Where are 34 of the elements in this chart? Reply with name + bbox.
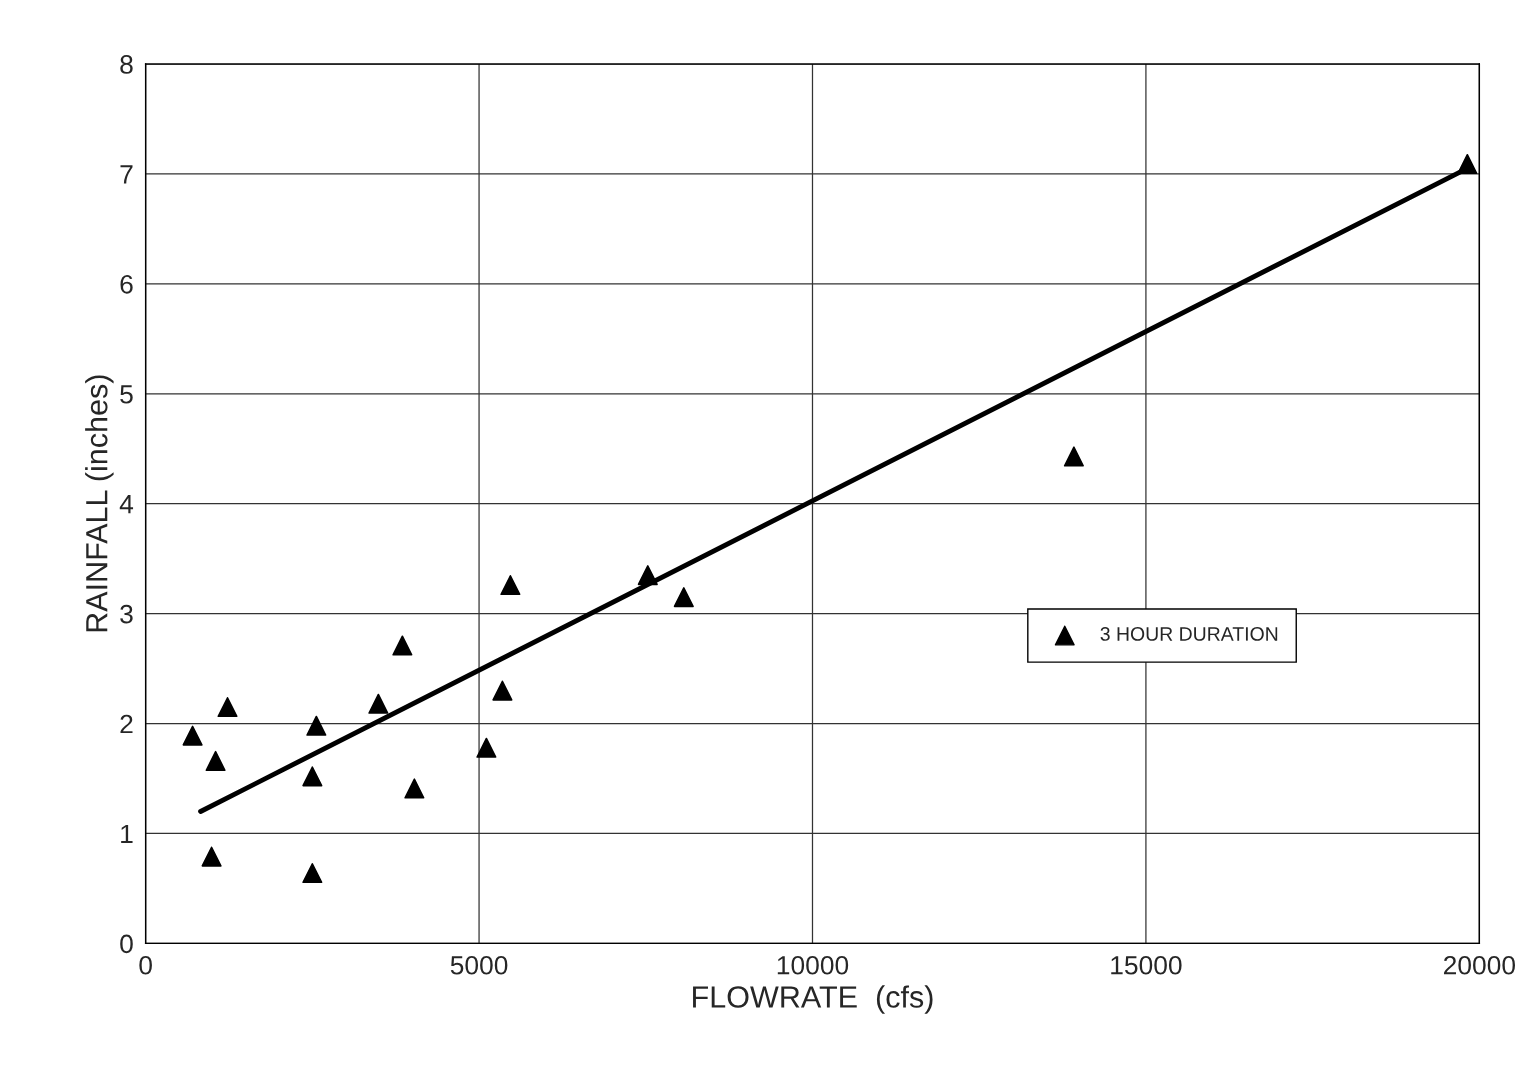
point [404,778,425,799]
point [500,574,521,596]
y-tick-label: 5 [120,385,133,404]
point [673,587,694,608]
point [201,846,222,867]
y-tick-label: 4 [119,495,134,514]
y-tick-label: 8 [120,55,133,74]
point [637,565,658,586]
point [476,737,497,758]
point [1457,153,1478,175]
point [205,750,226,771]
x-tick-label: 20000 [1443,955,1516,975]
point [368,693,389,714]
point [306,715,327,736]
point [302,862,323,884]
x-axis-title: FLOWRATE (cfs) [693,985,933,1014]
y-tick-label: 2 [120,714,133,734]
point [217,696,238,718]
y-tick-label: 0 [120,934,133,954]
x-tick-label: 0 [139,955,152,975]
y-tick-label: 6 [120,274,133,294]
y-tick-label: 1 [121,824,133,844]
point [182,725,203,746]
x-tick-label: 5000 [450,955,508,975]
point [492,680,513,701]
point [392,635,413,656]
x-tick-label: 10000 [777,955,849,975]
legend-label: 3 HOUR DURATION [1100,627,1278,641]
point [1063,446,1084,467]
y-tick-label: 3 [120,604,133,624]
point [302,766,323,787]
x-tick-label: 15000 [1111,955,1182,975]
y-tick-label: 7 [120,165,133,184]
y-axis-title: RAINFALL (inches) [85,375,114,632]
